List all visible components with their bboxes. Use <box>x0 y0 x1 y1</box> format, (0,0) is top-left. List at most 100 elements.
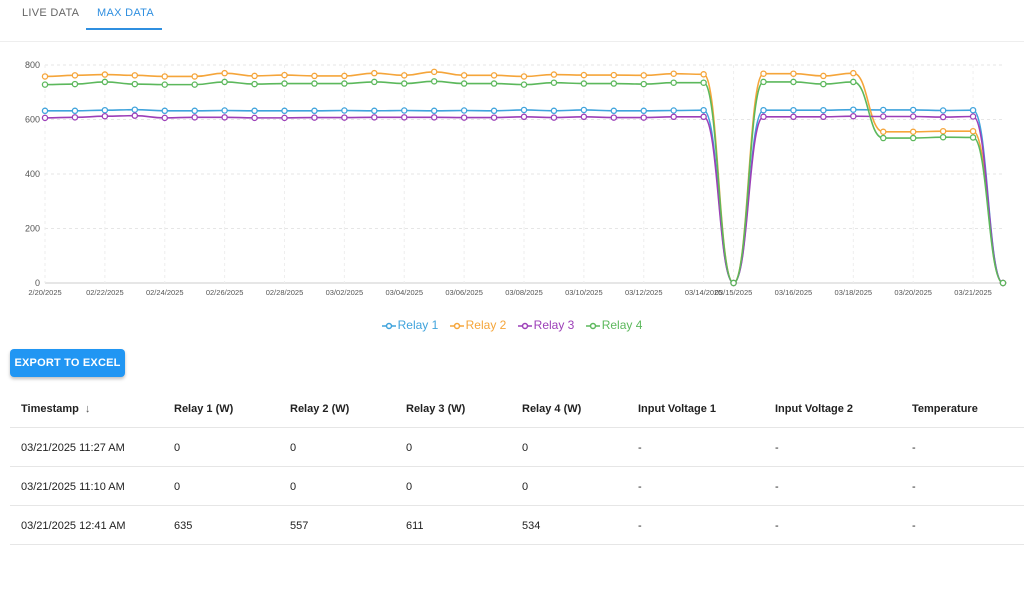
relay-4-cell: 534 <box>522 520 541 532</box>
timestamp-cell: 03/21/2025 11:10 AM <box>21 481 125 493</box>
x-tick-label: 02/28/2025 <box>266 288 304 297</box>
data-point-relay-2 <box>71 72 79 79</box>
data-point-relay-3 <box>311 114 318 121</box>
data-point-relay-4 <box>251 80 258 88</box>
data-point-relay-4 <box>880 134 887 142</box>
legend-item-relay-2[interactable]: Relay 2 <box>449 318 506 332</box>
table-row[interactable]: 03/21/2025 12:41 AM 635 557 611 534 - - … <box>10 506 1024 545</box>
data-point-relay-3 <box>131 112 139 119</box>
data-point-relay-2 <box>430 68 438 76</box>
data-point-relay-2 <box>520 73 528 80</box>
data-point-relay-1 <box>341 107 348 114</box>
input-voltage-2-cell: - <box>775 481 779 493</box>
relay-4-cell: 0 <box>522 442 529 454</box>
data-point-relay-4 <box>221 78 228 86</box>
data-point-relay-3 <box>850 112 857 120</box>
x-tick-label: 03/04/2025 <box>385 288 423 297</box>
data-point-relay-4 <box>400 80 408 87</box>
data-point-relay-4 <box>969 134 977 141</box>
data-point-relay-3 <box>939 113 947 121</box>
column-header-relay-3: Relay 3 (W) <box>406 403 466 415</box>
data-point-relay-3 <box>281 114 288 122</box>
relay-3-cell: 0 <box>406 442 413 454</box>
data-point-relay-2 <box>790 70 797 77</box>
data-point-relay-1 <box>311 107 318 115</box>
data-point-relay-2 <box>760 70 767 77</box>
data-point-relay-4 <box>640 80 648 88</box>
data-point-relay-4 <box>191 81 198 88</box>
data-point-relay-4 <box>460 80 468 87</box>
data-point-relay-3 <box>460 114 468 121</box>
y-tick-label: 600 <box>25 115 40 125</box>
data-point-relay-1 <box>281 107 288 115</box>
data-point-relay-1 <box>101 106 109 114</box>
data-point-relay-2 <box>101 71 109 78</box>
export-to-excel-button[interactable]: EXPORT TO EXCEL <box>10 349 125 377</box>
data-point-relay-2 <box>700 71 707 78</box>
data-point-relay-3 <box>191 114 198 121</box>
temperature-cell: - <box>912 520 916 532</box>
legend-label: Relay 1 <box>397 318 439 332</box>
data-point-relay-1 <box>850 106 857 113</box>
x-tick-label: 03/08/2025 <box>505 288 543 297</box>
data-point-relay-3 <box>880 113 887 120</box>
data-point-relay-3 <box>371 114 378 121</box>
data-point-relay-4 <box>580 80 588 87</box>
arrow-down-icon[interactable]: ↓ <box>84 403 91 415</box>
column-header-temperature: Temperature <box>912 403 978 415</box>
data-point-relay-1 <box>790 106 797 114</box>
chart-legend: Relay 1 Relay 2 Relay 3 Relay 4 <box>0 318 1024 338</box>
y-tick-label: 400 <box>25 169 40 179</box>
data-point-relay-1 <box>939 107 947 114</box>
data-point-relay-2 <box>251 72 258 80</box>
data-point-relay-4 <box>430 78 438 85</box>
data-point-relay-3 <box>520 113 528 121</box>
table-row[interactable]: 03/21/2025 11:10 AM 0 0 0 0 - - - <box>10 467 1024 506</box>
x-tick-label: 02/24/2025 <box>146 288 184 297</box>
data-point-relay-2 <box>939 127 947 135</box>
legend-item-relay-3[interactable]: Relay 3 <box>517 318 574 332</box>
data-point-relay-4 <box>131 80 139 88</box>
table-row[interactable]: 03/21/2025 11:27 AM 0 0 0 0 - - - <box>10 428 1024 467</box>
timestamp-cell: 03/21/2025 11:27 AM <box>21 442 125 454</box>
legend-item-relay-4[interactable]: Relay 4 <box>585 318 642 332</box>
data-point-relay-4 <box>311 80 318 87</box>
data-point-relay-1 <box>550 107 558 115</box>
data-point-relay-2 <box>281 71 288 79</box>
data-point-relay-1 <box>640 107 648 115</box>
relay-1-cell: 0 <box>174 481 181 493</box>
data-point-relay-4 <box>909 134 917 142</box>
column-header-relay-4: Relay 4 (W) <box>522 403 582 415</box>
data-point-relay-1 <box>820 106 827 114</box>
data-point-relay-4 <box>820 80 827 88</box>
data-point-relay-1 <box>760 106 767 114</box>
legend-marker-icon <box>381 322 396 330</box>
data-point-relay-2 <box>341 72 348 80</box>
data-point-relay-3 <box>820 113 827 121</box>
data-point-relay-1 <box>400 107 408 114</box>
column-header-timestamp[interactable]: Timestamp ↓ <box>21 403 90 415</box>
data-point-relay-3 <box>580 113 588 121</box>
data-point-relay-1 <box>221 107 228 114</box>
relay-2-cell: 0 <box>290 442 297 454</box>
data-point-relay-2 <box>820 72 827 80</box>
data-point-relay-3 <box>251 114 258 122</box>
data-point-relay-3 <box>670 113 677 121</box>
tab-bar: LIVE DATA MAX DATA <box>0 0 1024 42</box>
data-point-relay-2 <box>969 127 977 135</box>
tab-max-data[interactable]: MAX DATA <box>97 7 154 19</box>
data-point-relay-4 <box>730 279 737 287</box>
data-point-relay-4 <box>371 78 378 86</box>
relay-1-cell: 635 <box>174 520 193 532</box>
data-point-relay-3 <box>101 112 109 120</box>
x-tick-label: 03/02/2025 <box>326 288 364 297</box>
legend-item-relay-1[interactable]: Relay 1 <box>381 318 439 332</box>
data-point-relay-1 <box>909 106 917 114</box>
data-point-relay-4 <box>760 78 767 86</box>
data-point-relay-2 <box>41 73 49 80</box>
tab-live-data[interactable]: LIVE DATA <box>22 7 80 19</box>
data-point-relay-4 <box>700 79 707 86</box>
data-point-relay-1 <box>251 107 258 115</box>
data-point-relay-2 <box>460 72 468 79</box>
data-point-relay-3 <box>760 113 767 121</box>
